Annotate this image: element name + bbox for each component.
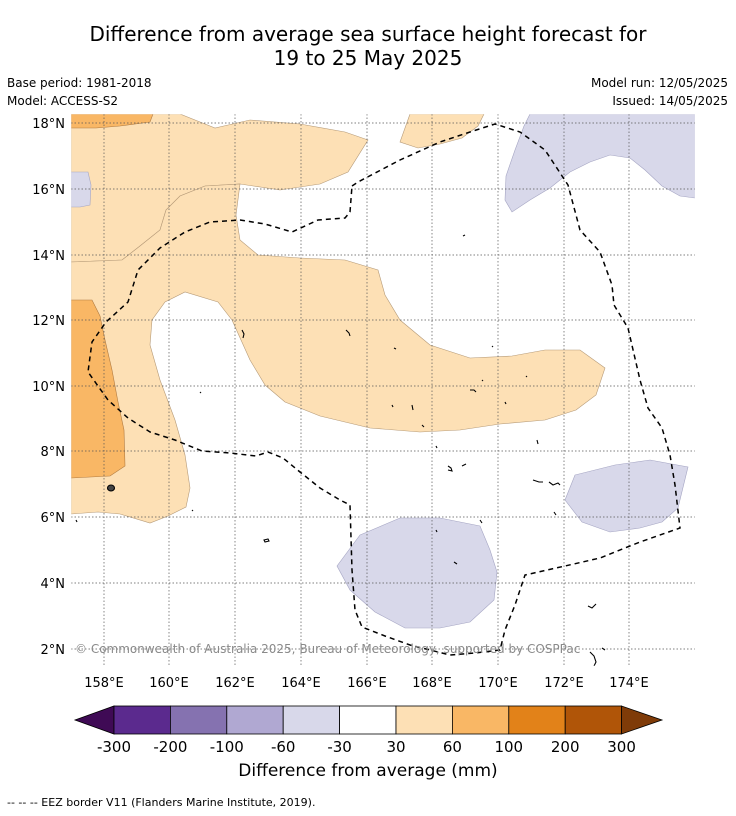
colorbar-tick-label: -200 xyxy=(153,738,187,756)
colorbar-bin xyxy=(564,705,623,735)
title-line-2: 19 to 25 May 2025 xyxy=(273,46,463,70)
colorbar-tick-label: 300 xyxy=(607,738,636,756)
meta-right: Model run: 12/05/2025 Issued: 14/05/2025 xyxy=(591,74,728,110)
colorbar-bin xyxy=(508,705,566,735)
colorbar-tick-label: 200 xyxy=(551,738,580,756)
anomaly-region-neg30-60-east xyxy=(564,459,689,533)
colorbar-bin xyxy=(169,705,228,735)
issued-date: Issued: 14/05/2025 xyxy=(612,94,728,108)
lon-label: 158°E xyxy=(84,676,124,691)
colorbar-label: Difference from average (mm) xyxy=(238,761,498,781)
colorbar-tick-label: 30 xyxy=(386,738,405,756)
lat-label: 12°N xyxy=(32,314,65,329)
lon-label: 172°E xyxy=(544,676,584,691)
colorbar-bin xyxy=(226,705,284,735)
lon-label: 164°E xyxy=(281,676,321,691)
lon-label: 160°E xyxy=(149,676,189,691)
model-run: Model run: 12/05/2025 xyxy=(590,76,728,90)
colorbar-bin xyxy=(113,705,171,735)
colorbar-bin xyxy=(451,705,510,735)
eez-border-line xyxy=(87,123,681,656)
lat-label: 8°N xyxy=(41,445,66,460)
colorbar-bin xyxy=(339,705,397,735)
colorbar-bin xyxy=(282,705,341,735)
anomaly-region-30-60-west xyxy=(71,183,606,524)
lat-label: 6°N xyxy=(41,511,66,526)
longitude-labels: 158°E 160°E 162°E 164°E 166°E 168°E 170°… xyxy=(84,676,649,691)
lat-label: 2°N xyxy=(41,643,66,658)
title-line-1: Difference from average sea surface heig… xyxy=(89,22,647,46)
anomaly-region-neg30-60-south xyxy=(336,517,498,629)
map-figure: © Commonwealth of Australia 2025, Bureau… xyxy=(32,113,696,756)
map-title: Difference from average sea surface heig… xyxy=(0,22,736,70)
map-area: © Commonwealth of Australia 2025, Bureau… xyxy=(71,114,695,666)
colorbar-tick-label: -300 xyxy=(97,738,131,756)
lon-label: 162°E xyxy=(215,676,255,691)
colorbar-tick-label: 100 xyxy=(494,738,523,756)
anomaly-region-60-100-north xyxy=(71,114,154,129)
lon-label: 168°E xyxy=(412,676,452,691)
lat-label: 18°N xyxy=(32,117,65,132)
latitude-labels: 18°N 16°N 14°N 12°N 10°N 8°N 6°N 4°N 2°N xyxy=(32,117,65,658)
colorbar-extend-low xyxy=(73,705,115,735)
lon-label: 170°E xyxy=(478,676,518,691)
lat-label: 10°N xyxy=(32,380,65,395)
base-period: Base period: 1981-2018 xyxy=(7,76,152,90)
eez-footnote: -- -- -- EEZ border V11 (Flanders Marine… xyxy=(7,796,316,809)
anomaly-region-30-60-north xyxy=(399,114,485,149)
meta-left: Base period: 1981-2018 Model: ACCESS-S2 xyxy=(7,74,152,110)
colorbar: -300 -200 -100 -60 -30 30 60 100 200 300 xyxy=(73,705,664,756)
lon-label: 174°E xyxy=(609,676,649,691)
lat-label: 16°N xyxy=(32,183,65,198)
colorbar-extend-high xyxy=(621,705,664,735)
anomaly-region-60-100-west xyxy=(71,299,126,479)
colorbar-bin xyxy=(395,705,453,735)
colorbar-tick-label: -30 xyxy=(327,738,352,756)
colorbar-tick-label: -100 xyxy=(210,738,244,756)
colorbar-tick-label: -60 xyxy=(271,738,296,756)
map-frame xyxy=(70,113,696,667)
lat-label: 14°N xyxy=(32,249,65,264)
islands xyxy=(75,234,606,666)
anomaly-region-neg30-60-northeast xyxy=(504,114,695,213)
colorbar-tick-label: 60 xyxy=(443,738,462,756)
gridlines xyxy=(71,114,695,666)
lon-label: 166°E xyxy=(347,676,387,691)
model-name: Model: ACCESS-S2 xyxy=(7,94,119,108)
lat-label: 4°N xyxy=(41,577,66,592)
anomaly-region-neg30-60-northwest xyxy=(71,171,92,208)
copyright-notice: © Commonwealth of Australia 2025, Bureau… xyxy=(75,642,580,656)
